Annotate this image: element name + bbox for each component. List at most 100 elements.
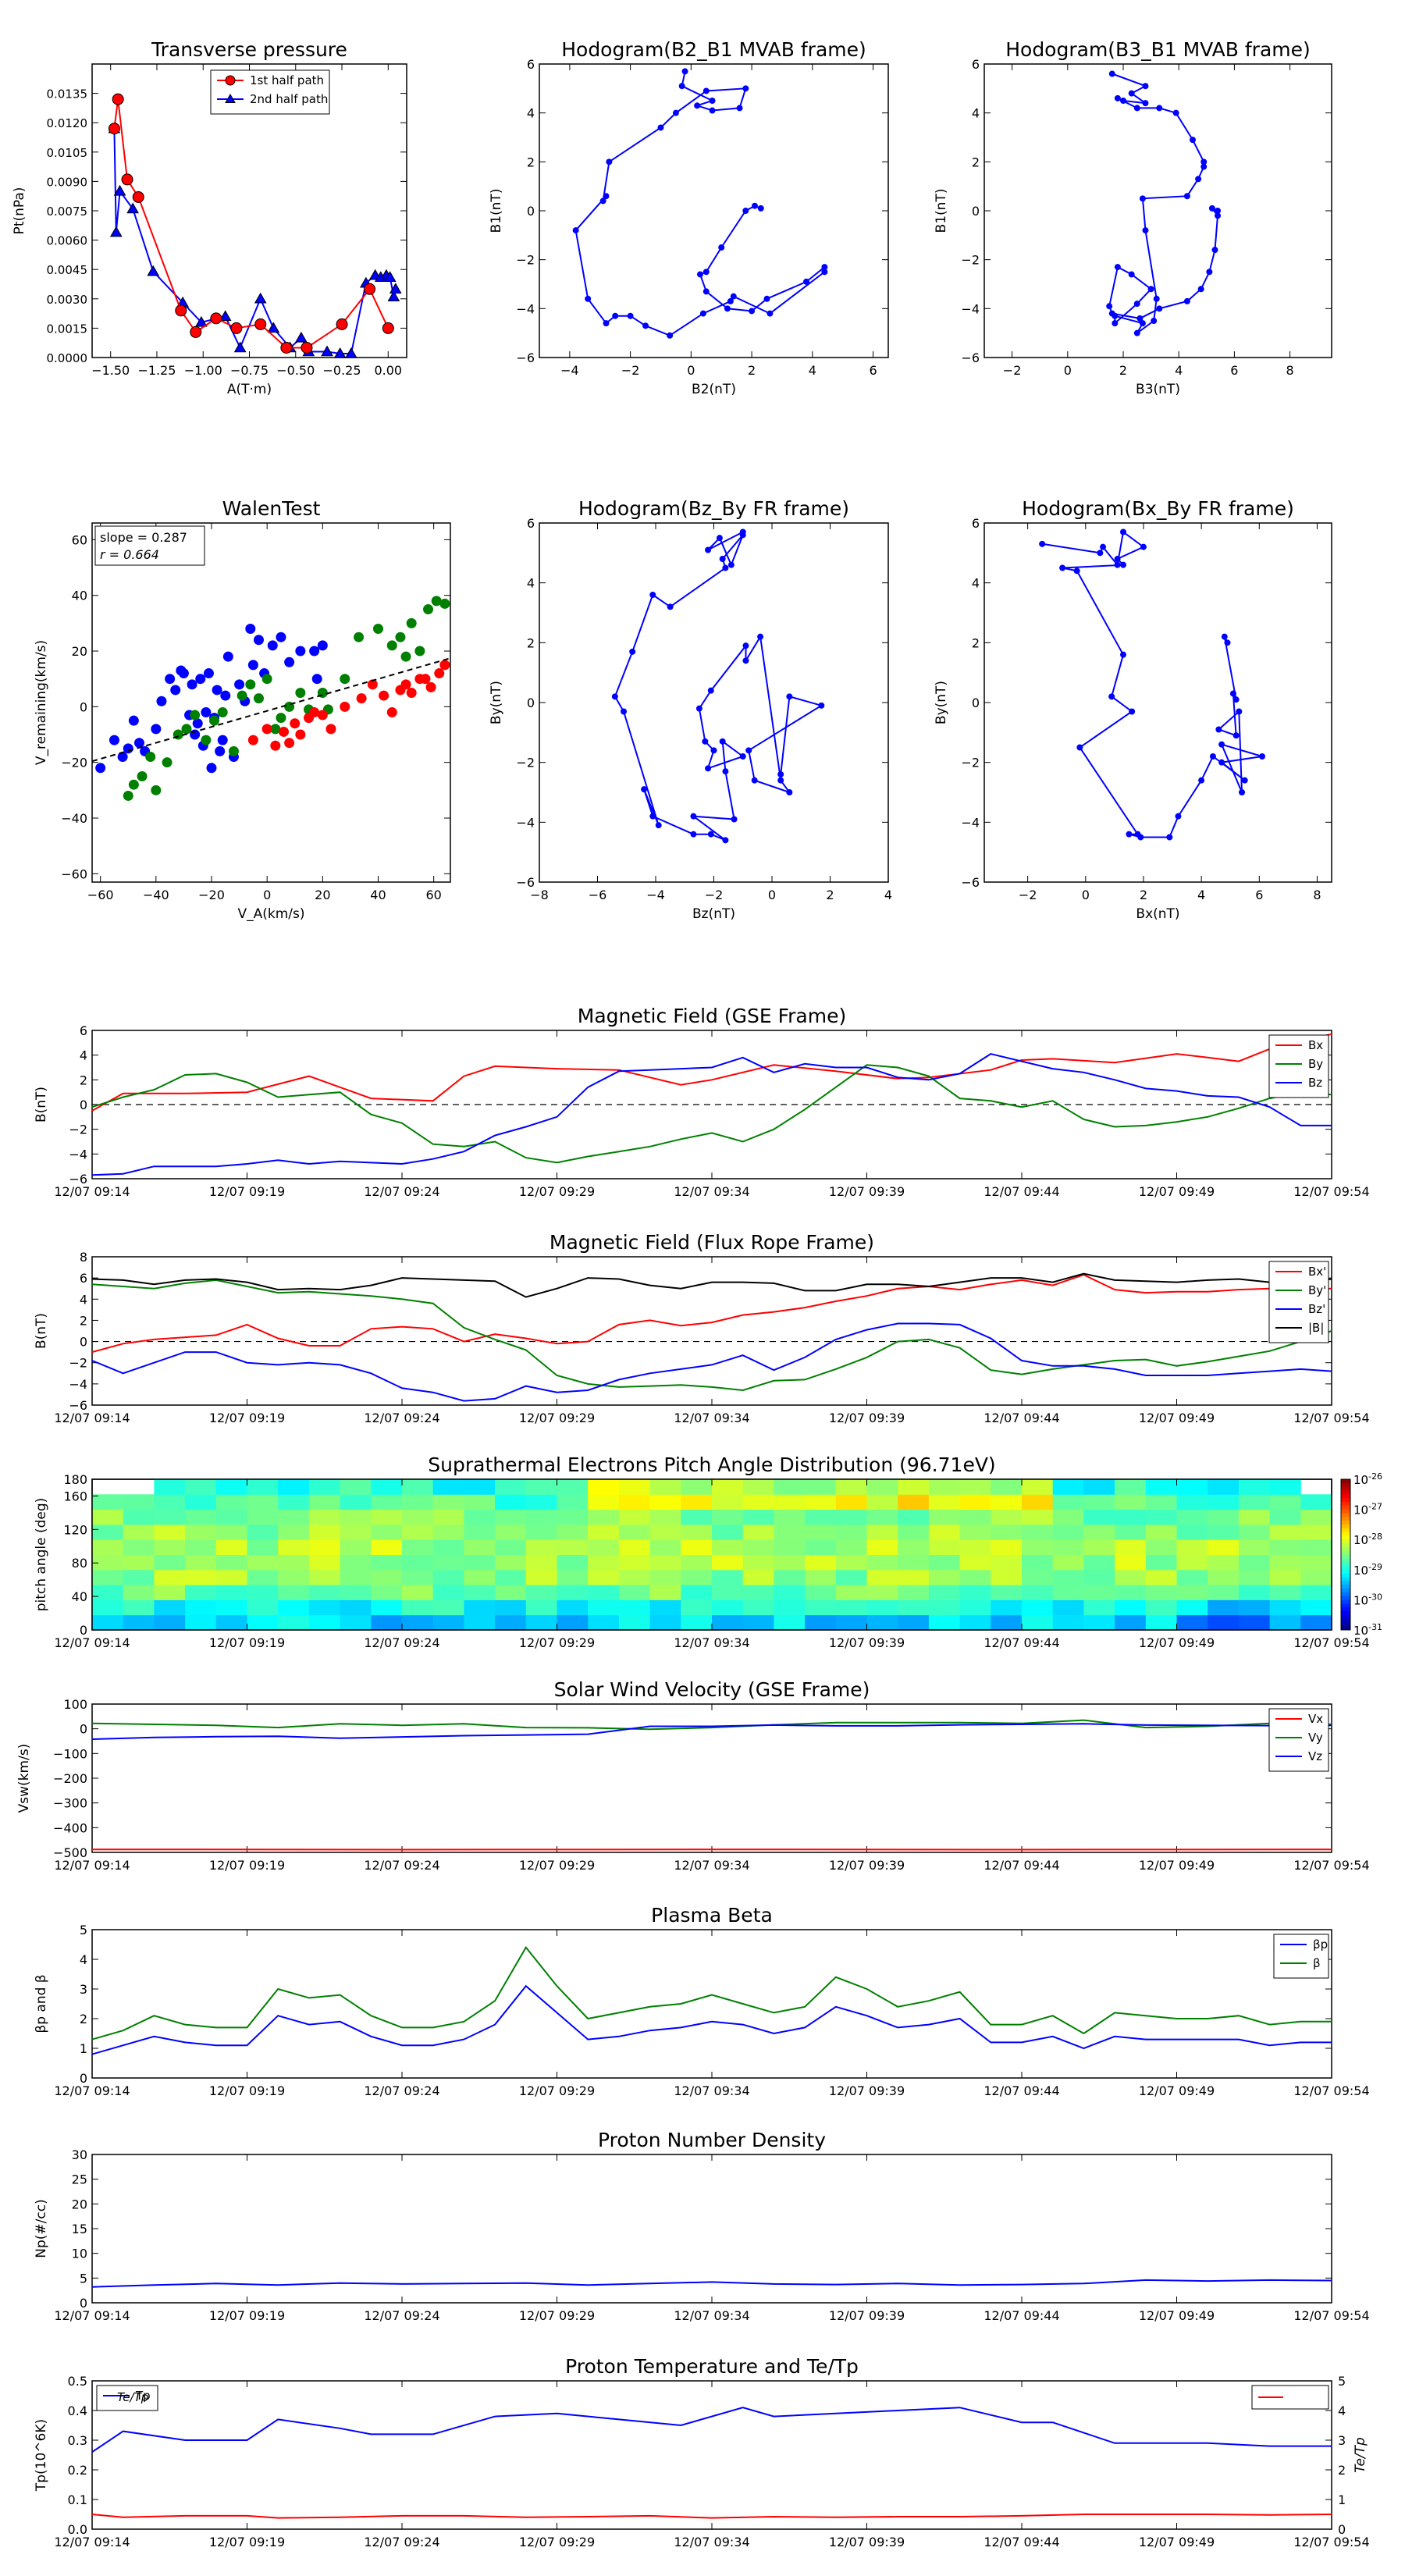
data-point [1076, 744, 1083, 751]
data-point [108, 735, 119, 745]
heatmap-cell [247, 1479, 279, 1495]
heatmap-cell [742, 1524, 774, 1540]
data-point [1198, 777, 1205, 784]
heatmap-cell [712, 1554, 744, 1571]
data-point [736, 105, 743, 112]
colorbar-cell [1341, 1607, 1350, 1612]
y-tick-label: 0.0075 [47, 205, 88, 219]
heatmap-cell [618, 1509, 651, 1525]
data-point [284, 738, 295, 749]
chart-np: Proton Number Density 0 5 10 15 20 25 30 12/07 0… [34, 2129, 1370, 2323]
time-tick-label: 12/07 09:14 [54, 1411, 130, 1425]
data-point [742, 85, 749, 92]
heatmap-cell [898, 1539, 930, 1555]
heatmap-cell [866, 1524, 898, 1540]
data-point [690, 831, 697, 838]
heatmap-cell [959, 1614, 991, 1631]
data-point [1197, 286, 1204, 293]
heatmap-cell [1145, 1569, 1177, 1585]
data-point [1224, 639, 1231, 646]
heatmap-cell [681, 1554, 713, 1571]
y-tick-label: 40 [72, 1589, 87, 1604]
x-axis-label: Bx(nT) [1136, 906, 1179, 922]
heatmap-cell [215, 1539, 247, 1555]
heatmap-cell [1115, 1554, 1147, 1571]
heatmap-cell [123, 1509, 155, 1525]
heatmap-cell [1083, 1494, 1115, 1510]
time-tick-label: 12/07 09:44 [984, 1635, 1059, 1650]
heatmap-cell [866, 1554, 898, 1571]
data-point [705, 546, 712, 553]
y-tick-label: 0 [527, 696, 535, 710]
heatmap-cell [1022, 1479, 1054, 1495]
heatmap-cell [991, 1494, 1023, 1510]
heatmap-cell [308, 1524, 341, 1540]
time-tick-label: 12/07 09:19 [209, 1635, 285, 1650]
data-point [1136, 315, 1144, 322]
colorbar-cell [1341, 1498, 1350, 1503]
heatmap-cell [835, 1539, 867, 1555]
heatmap-cell [371, 1509, 403, 1525]
heatmap-cell [928, 1599, 961, 1616]
y-tick-label: 4 [80, 1048, 87, 1063]
heatmap-cell [340, 1614, 372, 1631]
data-point [702, 288, 710, 295]
heatmap-cell [1083, 1554, 1115, 1571]
data-point [777, 771, 784, 777]
heatmap-cell [1238, 1509, 1271, 1525]
heatmap-cell [1052, 1569, 1084, 1585]
y-tick-label: 0 [527, 204, 535, 219]
data-point [777, 777, 784, 784]
series-line-By [91, 1279, 1332, 1392]
heatmap-cell [278, 1539, 310, 1555]
data-point [1239, 789, 1246, 795]
colorbar-cell [1341, 1622, 1350, 1627]
data-point [151, 724, 162, 735]
colorbar-cell [1341, 1626, 1350, 1631]
heatmap-cell [991, 1554, 1023, 1571]
data-point [667, 603, 674, 610]
heatmap-cell [495, 1599, 527, 1616]
x-tick-label: −0.50 [276, 363, 315, 378]
x-tick-label: −2 [1019, 888, 1037, 902]
heatmap-cell [432, 1569, 464, 1585]
data-point [641, 786, 648, 793]
data-point [261, 674, 272, 685]
series-line-TeTp [91, 2514, 1332, 2519]
data-point [603, 320, 610, 327]
heatmap-cell [308, 1569, 341, 1585]
chart-mag_fr: Magnetic Field (Flux Rope Frame) −6 −4 −2 0 2… [34, 1231, 1370, 1425]
right-tick-label: 5 [1338, 2374, 1346, 2389]
heatmap-cell [92, 1494, 124, 1510]
heatmap-cell [1238, 1479, 1271, 1495]
heatmap-cell [774, 1599, 806, 1616]
data-point [705, 765, 712, 772]
y-tick-label: 0.0000 [47, 351, 88, 365]
heatmap-cell [1269, 1554, 1301, 1571]
heatmap-cell [1238, 1539, 1271, 1555]
right-tick-label: 2 [1338, 2463, 1346, 2478]
data-point [386, 640, 397, 651]
data-point [722, 564, 729, 571]
heatmap-cell [247, 1494, 279, 1510]
heatmap-cell [774, 1524, 806, 1540]
heatmap-cell [464, 1585, 496, 1600]
heatmap-cell [92, 1539, 124, 1555]
data-point [276, 713, 286, 724]
x-tick-label: −8 [530, 888, 549, 902]
data-point [245, 624, 256, 635]
heatmap-cell [185, 1539, 217, 1555]
data-point [215, 745, 226, 756]
x-tick-label: 20 [315, 888, 330, 902]
heatmap-cell [1052, 1479, 1084, 1495]
x-tick-label: 4 [1175, 363, 1183, 378]
y-tick-label: −4 [961, 815, 980, 830]
heatmap-cell [742, 1569, 774, 1585]
y-tick-label: 6 [527, 57, 535, 72]
heatmap-cell [371, 1524, 403, 1540]
colorbar-cell [1341, 1588, 1350, 1593]
x-tick-label: −6 [589, 888, 607, 902]
x-tick-label: 0 [1064, 363, 1072, 378]
time-tick-label: 12/07 09:29 [519, 1411, 595, 1425]
